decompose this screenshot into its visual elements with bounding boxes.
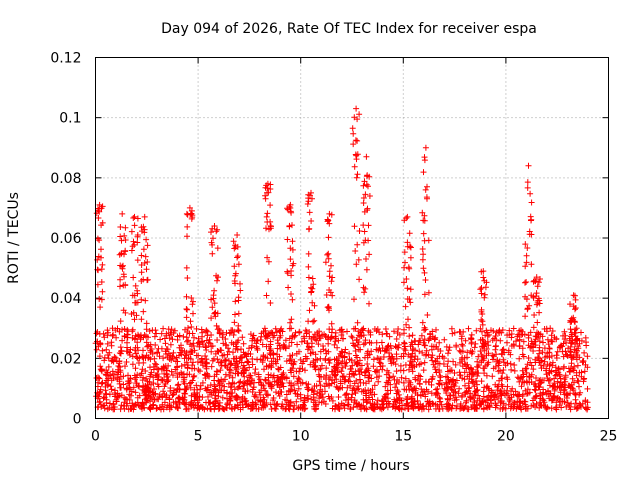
x-tick-label: 10 (292, 429, 310, 445)
x-tick-label: 20 (497, 429, 515, 445)
y-tick-label: 0.06 (50, 231, 81, 247)
x-tick-labels: 0 5 10 15 20 25 (91, 429, 617, 445)
y-tick-label: 0 (73, 412, 82, 428)
y-tick-label: 0.12 (50, 51, 81, 67)
y-tick-label: 0.02 (50, 351, 81, 367)
data-points (92, 105, 591, 413)
y-axis-label: ROTI / TECUs (6, 192, 22, 284)
x-tick-label: 5 (194, 429, 203, 445)
chart-title: Day 094 of 2026, Rate Of TEC Index for r… (161, 21, 537, 37)
y-tick-label: 0.1 (59, 111, 81, 127)
x-tick-label: 0 (91, 429, 100, 445)
roti-data-points (92, 105, 591, 413)
x-tick-label: 15 (394, 429, 412, 445)
y-tick-label: 0.04 (50, 291, 81, 307)
plot-frame (95, 57, 609, 419)
x-tick-label: 25 (600, 429, 618, 445)
x-axis-label: GPS time / hours (292, 458, 409, 474)
y-tick-label: 0.08 (50, 171, 81, 187)
y-tick-labels: 0 0.02 0.04 0.06 0.08 0.1 0.12 (50, 51, 81, 428)
